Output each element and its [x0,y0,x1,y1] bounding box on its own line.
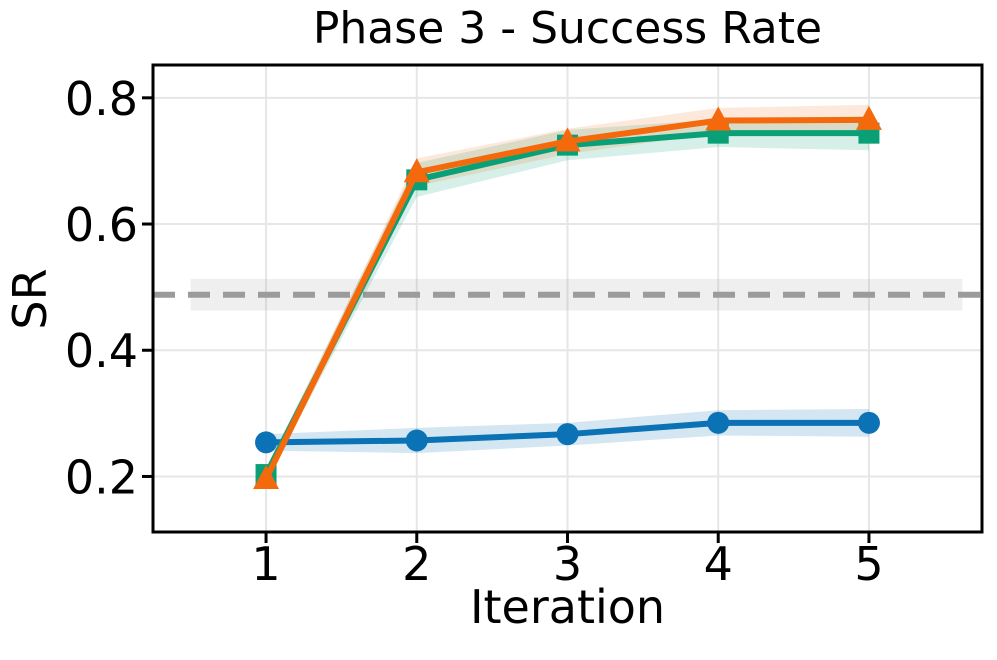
y-tick-label: 0.8 [65,72,138,126]
y-tick-label: 0.4 [65,324,138,378]
y-tick-label: 0.2 [65,450,138,504]
x-tick-label: 3 [553,537,582,591]
x-axis-label: Iteration [469,580,666,634]
x-tick-label: 4 [704,537,733,591]
blue-circles-marker [556,423,579,446]
blue-circles-marker [405,429,428,452]
blue-circles-marker [857,411,880,434]
blue-circles-marker [707,411,730,434]
plot-border [151,63,984,534]
x-tick-label: 5 [854,537,883,591]
orange-triangles-marker [554,127,581,152]
x-tick-label: 2 [402,537,431,591]
orange-triangles-marker [705,106,732,131]
orange-triangles-marker [253,464,280,489]
blue-circles-marker [255,431,278,454]
chart-title: Phase 3 - Success Rate [312,3,823,54]
orange-triangles-marker [855,105,882,130]
x-tick-label: 1 [251,537,280,591]
y-axis-label: SR [3,268,57,330]
orange-triangles-marker [403,158,430,183]
y-tick-label: 0.6 [65,198,138,252]
